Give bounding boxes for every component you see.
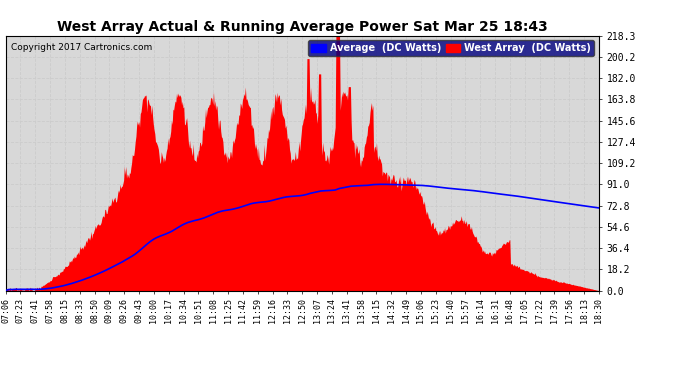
Legend: Average  (DC Watts), West Array  (DC Watts): Average (DC Watts), West Array (DC Watts… — [308, 40, 594, 56]
Title: West Array Actual & Running Average Power Sat Mar 25 18:43: West Array Actual & Running Average Powe… — [57, 21, 548, 34]
Text: Copyright 2017 Cartronics.com: Copyright 2017 Cartronics.com — [12, 43, 152, 52]
